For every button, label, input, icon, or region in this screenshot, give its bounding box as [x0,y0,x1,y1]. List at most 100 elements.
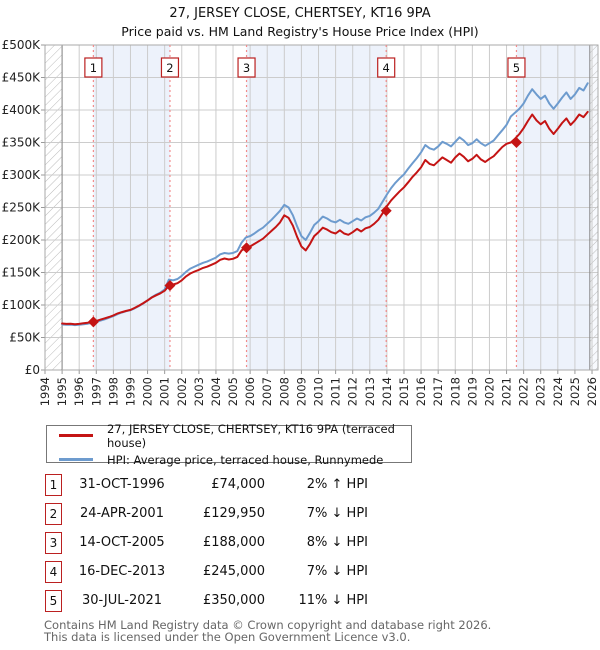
x-axis-label: 2006 [243,377,257,406]
sale-date: 31-OCT-1996 [79,477,165,492]
legend-label-property: 27, JERSEY CLOSE, CHERTSEY, KT16 9PA (te… [107,421,395,450]
sale-marker-box [237,57,256,78]
x-axis-label: 2013 [363,377,377,406]
plot-border [44,44,599,371]
y-axis-label: £200K [2,233,42,247]
page-subtitle: Price paid vs. HM Land Registry's House … [121,24,479,39]
sale-row: 1 31-OCT-1996 £74,000 2% ↑ HPI [45,473,368,496]
sale-date: 14-OCT-2005 [79,535,165,550]
x-axis-label: 2023 [534,377,548,406]
x-axis-label: 2018 [448,377,462,406]
sale-price: £74,000 [211,477,265,492]
y-axis-label: £300K [2,168,42,182]
footer-line-2: This data is licensed under the Open Gov… [44,630,411,645]
y-axis-label: £100K [2,298,42,312]
x-axis-label: 2008 [277,377,291,406]
sale-hpi-diff: 8% ↓ HPI [306,535,368,550]
page-title: 27, JERSEY CLOSE, CHERTSEY, KT16 9PA [169,6,431,21]
y-axis-label: £350K [2,136,42,150]
sale-marker-point [380,205,392,217]
sale-marker-number: 1 [90,61,97,75]
sale-price: £350,000 [202,593,265,608]
sale-number-badge: 3 [45,531,62,554]
x-axis-label: 2007 [260,377,274,406]
sale-marker-point [87,316,99,328]
x-axis-label: 2021 [500,377,514,406]
x-axis-label: 2026 [585,377,599,406]
y-axis-label: £250K [2,201,42,215]
chart-legend: 27, JERSEY CLOSE, CHERTSEY, KT16 9PA (te… [46,422,412,467]
footer-line-1: Contains HM Land Registry data © Crown c… [44,618,492,632]
y-axis-label: £50K [9,331,41,345]
y-axis-label: £150K [2,266,42,280]
x-axis-label: 2001 [158,377,172,406]
sale-row: 5 30-JUL-2021 £350,000 11% ↓ HPI [45,589,368,612]
y-axis-label: £450K [2,71,42,85]
footer-license: Contains HM Land Registry data © Crown c… [44,618,492,645]
sale-row: 2 24-APR-2001 £129,950 7% ↓ HPI [45,502,368,525]
sale-date: 16-DEC-2013 [78,564,166,579]
sale-hpi-diff: 2% ↑ HPI [306,477,368,492]
sale-marker-box [160,57,180,78]
legend-item-hpi: HPI: Average price, terraced house, Runn… [59,453,411,467]
sale-marker-number: 5 [513,61,520,75]
sale-row: 3 14-OCT-2005 £188,000 8% ↓ HPI [45,531,368,554]
sale-price: £245,000 [202,564,265,579]
sale-hpi-diff: 7% ↓ HPI [306,564,368,579]
x-axis-label: 1996 [72,377,86,406]
x-axis-label: 2025 [568,377,582,406]
sale-marker-point [164,280,176,292]
x-axis-label: 2009 [294,377,308,406]
sale-marker-box [507,57,526,78]
sale-marker-box [377,57,396,78]
price-history-chart: 1 2 3 4 5 £0 £50K £100K £150K £200K £250K £300K £350… [2,40,599,406]
x-axis-label: 1999 [123,377,137,406]
x-axis-label: 1997 [89,377,103,406]
x-axis-label: 2005 [226,377,240,406]
sales-table: 1 31-OCT-1996 £74,000 2% ↑ HPI 2 24-APR-2001 £… [45,473,368,618]
x-axis-label: 2020 [482,377,496,406]
x-axis-label: 2010 [312,377,326,406]
x-axis-label: 2002 [175,377,189,406]
sale-date: 30-JUL-2021 [81,593,163,608]
sale-price: £188,000 [202,535,265,550]
x-axis-label: 2003 [192,377,206,406]
y-axis-label: £0 [25,363,40,377]
x-axis-label: 2011 [329,377,343,406]
x-axis-label: 2014 [380,377,394,406]
sale-date: 24-APR-2001 [80,506,164,521]
y-axis-label: £500K [2,40,42,52]
x-axis-label: 2016 [414,377,428,406]
x-axis-label: 2000 [141,377,155,406]
sale-hpi-diff: 7% ↓ HPI [306,506,368,521]
sale-number-badge: 5 [45,589,62,612]
hpi-line-swatch [59,458,93,461]
x-axis-label: 1995 [55,377,69,406]
x-axis-label: 2012 [346,377,360,406]
legend-item-property: 27, JERSEY CLOSE, CHERTSEY, KT16 9PA (te… [59,422,411,450]
x-axis-label: 2019 [465,377,479,406]
x-axis-label: 2015 [397,377,411,406]
legend-label-hpi: HPI: Average price, terraced house, Runn… [107,452,384,467]
sale-marker-number: 4 [383,61,390,75]
sale-row: 4 16-DEC-2013 £245,000 7% ↓ HPI [45,560,368,583]
property-price-line [61,110,589,326]
property-line-swatch [59,434,93,437]
sale-marker-number: 2 [166,61,173,75]
x-axis-label: 2022 [517,377,531,406]
x-axis-label: 1994 [38,377,52,406]
x-axis-label: 2004 [209,377,223,406]
sale-marker-point [510,137,522,148]
sale-marker-point [241,242,253,254]
x-axis-label: 2017 [431,377,445,406]
x-axis-label: 1998 [106,377,120,406]
sale-marker-number: 3 [243,61,250,75]
sale-price: £129,950 [202,506,265,521]
sale-marker-box [84,57,103,78]
x-axis-label: 2024 [551,377,565,406]
sale-number-badge: 4 [45,560,62,583]
sale-number-badge: 2 [45,502,62,525]
y-axis-label: £400K [2,103,42,117]
sale-number-badge: 1 [45,473,62,496]
sale-hpi-diff: 11% ↓ HPI [298,593,368,608]
